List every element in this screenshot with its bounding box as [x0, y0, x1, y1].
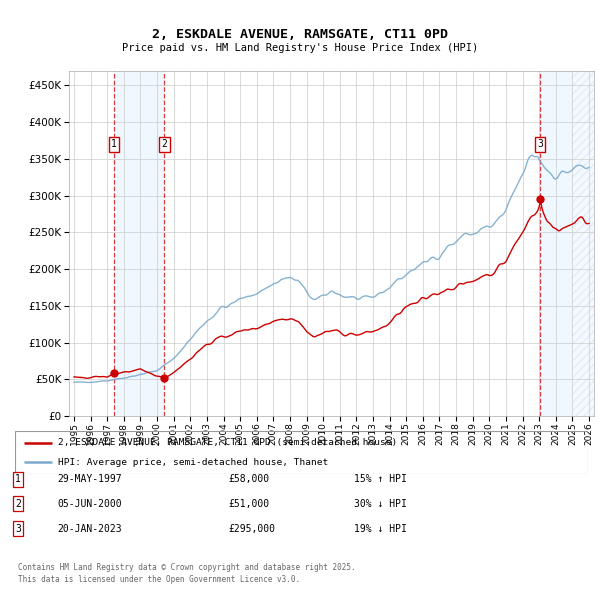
Text: 29-MAY-1997: 29-MAY-1997 [57, 474, 122, 484]
Text: 1: 1 [111, 139, 117, 149]
Text: HPI: Average price, semi-detached house, Thanet: HPI: Average price, semi-detached house,… [58, 458, 328, 467]
Bar [540, 71, 572, 416]
Text: 2, ESKDALE AVENUE, RAMSGATE, CT11 0PD: 2, ESKDALE AVENUE, RAMSGATE, CT11 0PD [152, 28, 448, 41]
Text: 20-JAN-2023: 20-JAN-2023 [57, 524, 122, 533]
Text: 05-JUN-2000: 05-JUN-2000 [57, 499, 122, 509]
Text: £58,000: £58,000 [228, 474, 269, 484]
Text: 2: 2 [161, 139, 167, 149]
Text: 3: 3 [15, 524, 21, 533]
Bar [572, 71, 594, 416]
Text: Price paid vs. HM Land Registry's House Price Index (HPI): Price paid vs. HM Land Registry's House … [122, 43, 478, 53]
Text: 2, ESKDALE AVENUE, RAMSGATE, CT11 0PD (semi-detached house): 2, ESKDALE AVENUE, RAMSGATE, CT11 0PD (s… [58, 438, 397, 447]
Text: 2: 2 [15, 499, 21, 509]
Text: £295,000: £295,000 [228, 524, 275, 533]
Text: 30% ↓ HPI: 30% ↓ HPI [354, 499, 407, 509]
Text: 1: 1 [15, 474, 21, 484]
Text: 3: 3 [537, 139, 543, 149]
Text: £51,000: £51,000 [228, 499, 269, 509]
Text: Contains HM Land Registry data © Crown copyright and database right 2025.
This d: Contains HM Land Registry data © Crown c… [18, 563, 356, 584]
Text: 15% ↑ HPI: 15% ↑ HPI [354, 474, 407, 484]
Bar [114, 71, 164, 416]
Text: 19% ↓ HPI: 19% ↓ HPI [354, 524, 407, 533]
